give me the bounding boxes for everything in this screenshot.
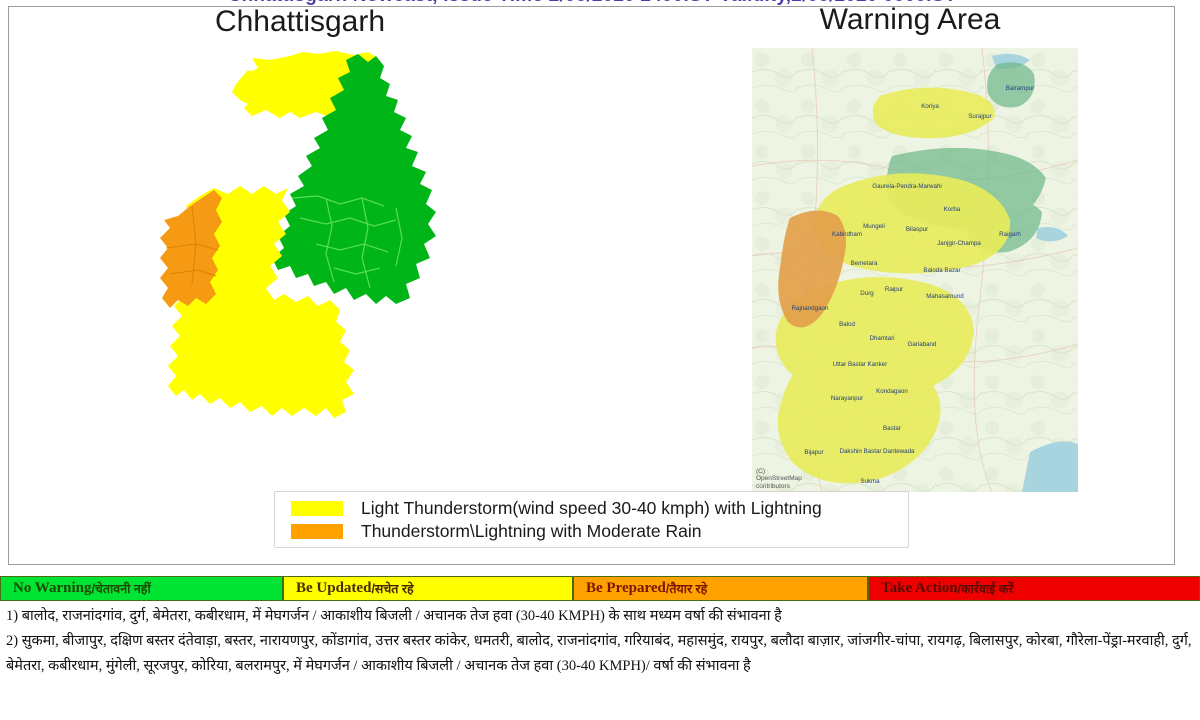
left-map-title: Chhattisgarh [214,5,386,38]
advisory-line-2: 2) सुकमा, बीजापुर, दक्षिण बस्तर दंतेवाड़… [6,633,1192,674]
west-orange-region [160,190,222,308]
band-be-prepared-en: Be Prepared [586,580,666,596]
osm-attribution: (C) OpenStreetMap contributors [756,467,802,490]
osm-district-label: Surajpur [968,113,991,120]
band-be-updated-en: Be Updated [296,580,372,596]
osm-district-label: Gaurela-Pendra-Marwahi [872,183,941,190]
osm-district-label: Raigarh [999,231,1021,238]
osm-district-label: Sukma [860,478,880,485]
osm-district-label: Janjgir-Champa [937,240,981,247]
osm-district-label: Dakshin Bastar Dantewada [840,448,916,455]
advisory-text: 1) बालोद, राजनांदगांव, दुर्ग, बेमेतरा, क… [6,604,1196,679]
osm-district-label: Dhamtari [869,335,894,342]
osm-district-label: Durg [860,290,874,297]
band-no-warning-en: No Warning [13,580,92,596]
chhattisgarh-choropleth-map [140,48,490,448]
legend-swatch-yellow [291,501,343,516]
osm-orange-zone [778,210,846,328]
osm-district-label: Raipur [885,286,903,293]
osm-district-label: Kabirdham [832,231,862,238]
osm-district-label: Balrampur [1006,85,1035,92]
osm-district-label: Balod [839,321,855,328]
osm-district-label: Mungeli [863,223,885,230]
osm-district-label: Rajnandgaon [792,305,829,312]
band-take-action-hi: /कार्रवाई करें [957,582,1014,596]
osm-district-label: Narayanpur [831,395,863,402]
osm-district-label: Koriya [921,103,939,110]
document-header: Chhattisgarh Nowcast, Issue Time 2/06/20… [8,0,1176,8]
band-be-updated: Be Updated/सचेत रहे [283,576,573,601]
osm-district-label: Bastar [883,425,901,432]
band-take-action-en: Take Action [881,580,958,596]
warning-level-bands: No Warning/चेतावनी नहीं Be Updated/सचेत … [0,576,1200,601]
advisory-line-1: 1) बालोद, राजनांदगांव, दुर्ग, बेमेतरा, क… [6,608,782,624]
osm-district-label: Uttar Bastar Kanker [833,361,887,368]
osm-district-label: Bilaspur [906,226,928,233]
band-take-action: Take Action/कार्रवाई करें [868,576,1200,601]
osm-district-label: Bemetara [851,260,878,267]
band-no-warning-hi: /चेतावनी नहीं [91,582,151,596]
band-no-warning: No Warning/चेतावनी नहीं [0,576,283,601]
osm-district-label: Mahasamund [926,293,964,300]
legend-item-light-thunderstorm: Light Thunderstorm(wind speed 30-40 kmph… [275,497,908,520]
osm-district-label: Bijapur [804,449,823,456]
osm-district-label: Gariaband [908,341,937,348]
osm-district-labels: Balrampur Koriya Surajpur Gaurela-Pendra-Ma… [792,85,1035,485]
legend-label-thunderstorm-moderate-rain: Thunderstorm\Lightning with Moderate Rai… [361,521,702,541]
osm-district-label: Korba [944,206,961,213]
legend-label-light-thunderstorm: Light Thunderstorm(wind speed 30-40 kmph… [361,498,822,518]
north-green-region [272,54,436,304]
legend-item-thunderstorm-moderate-rain: Thunderstorm\Lightning with Moderate Rai… [275,520,908,543]
map-legend: Light Thunderstorm(wind speed 30-40 kmph… [274,491,909,548]
osm-district-label: Kondagaon [876,388,908,395]
osm-district-label: Baloda Bazar [923,267,960,274]
band-be-updated-hi: /सचेत रहे [371,582,414,596]
osm-yellow-zone [775,87,1011,484]
band-be-prepared: Be Prepared/तैयार रहे [573,576,868,601]
legend-swatch-orange [291,524,343,539]
band-be-prepared-hi: /तैयार रहे [665,582,708,596]
osm-warning-area-map[interactable]: Balrampur Koriya Surajpur Gaurela-Pendra-Ma… [752,48,1078,492]
right-map-title: Warning Area [819,3,1001,36]
